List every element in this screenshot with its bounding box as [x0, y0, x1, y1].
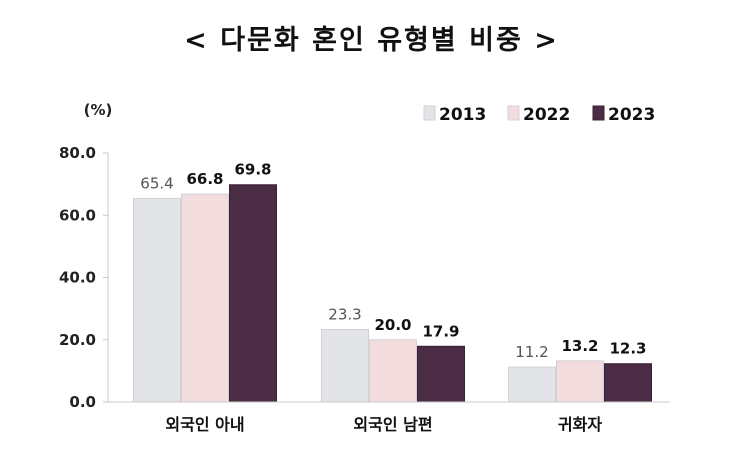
legend-label-2022: 2022 [523, 105, 570, 125]
legend-swatch-2022 [507, 105, 520, 121]
bars: 65.4 66.8 69.8 23.3 20.0 17.9 11.2 13.2 12.3 [133, 161, 652, 403]
y-axis-unit-label: (%) [84, 101, 113, 119]
legend-swatch-2013 [423, 105, 436, 121]
data-label-2013-0: 65.4 [140, 174, 173, 192]
x-category-label: 외국인 남편 [353, 415, 432, 434]
data-label-2023-1: 17.9 [422, 322, 459, 340]
legend-label-2023: 2023 [608, 105, 655, 125]
x-category-label: 귀화자 [558, 415, 602, 434]
bar-2013-2 [508, 366, 556, 403]
data-label-2022-0: 66.8 [186, 170, 223, 188]
data-label-2022-1: 20.0 [374, 316, 411, 334]
bar-2022-2 [556, 360, 604, 403]
bar-2022-1 [369, 339, 417, 403]
legend: 2013 2022 2023 [423, 105, 655, 125]
bar-2023-1 [417, 345, 465, 403]
y-tick-label: 40.0 [59, 269, 96, 287]
chart-title: < 다문화 혼인 유형별 비중 > [184, 25, 559, 56]
data-label-2023-2: 12.3 [609, 340, 646, 358]
y-tick-label: 60.0 [59, 206, 96, 224]
data-label-2022-2: 13.2 [561, 337, 598, 355]
bar-2023-0 [229, 184, 277, 403]
bar-2013-0 [133, 197, 181, 403]
data-label-2013-1: 23.3 [328, 305, 361, 323]
bar-2023-2 [604, 363, 652, 403]
bar-2013-1 [321, 328, 369, 403]
legend-label-2013: 2013 [439, 105, 486, 125]
x-category-label: 외국인 아내 [165, 415, 244, 434]
data-label-2013-2: 11.2 [515, 343, 548, 361]
data-label-2023-0: 69.8 [234, 161, 271, 179]
legend-swatch-2023 [592, 105, 605, 121]
y-axis: 0.0 20.0 40.0 60.0 80.0 [59, 144, 109, 411]
bar-2022-0 [181, 193, 229, 403]
y-tick-label: 20.0 [59, 331, 96, 349]
y-tick-label: 80.0 [59, 144, 96, 162]
x-axis: 외국인 아내 외국인 남편 귀화자 [108, 401, 670, 434]
y-tick-label: 0.0 [69, 393, 96, 411]
